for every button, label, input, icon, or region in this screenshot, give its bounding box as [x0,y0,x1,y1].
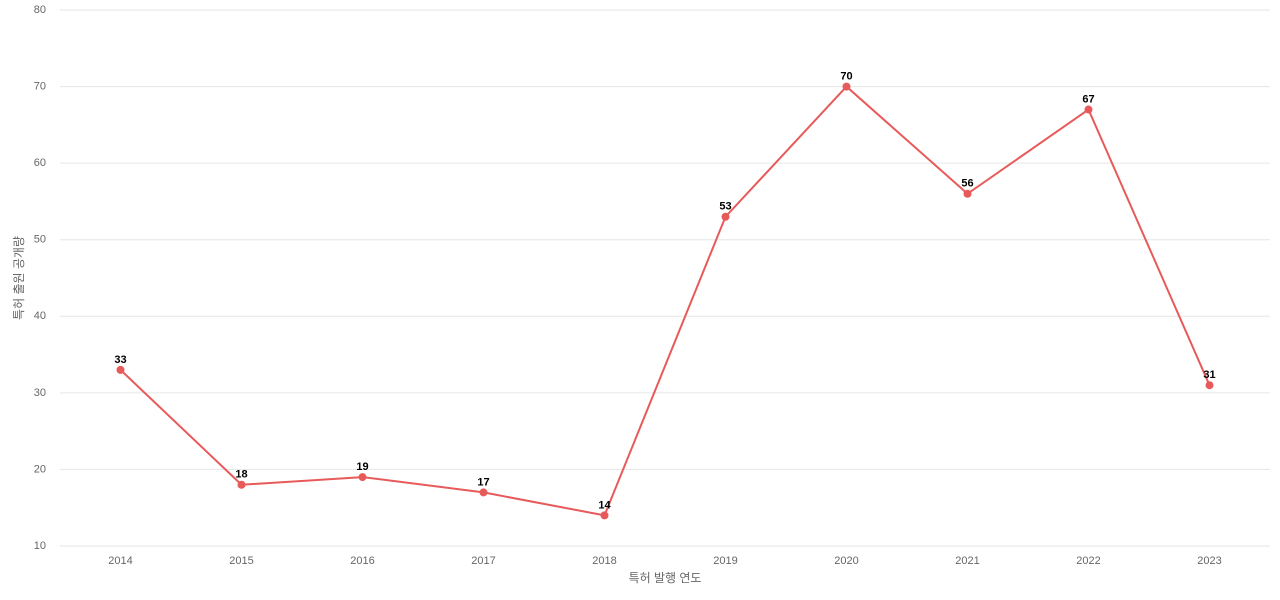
y-tick-label: 50 [34,234,46,246]
data-label: 33 [114,354,126,366]
data-label: 14 [598,499,611,511]
x-axis-label: 특허 발행 연도 [629,570,702,585]
x-tick-label: 2018 [592,555,616,567]
point [842,82,851,91]
y-tick-label: 40 [34,310,46,322]
data-label: 56 [961,178,973,190]
line [119,85,1211,517]
point [1084,105,1093,114]
y-tick-label: 60 [34,157,46,169]
point [1205,381,1214,390]
y-tick-label: 30 [34,387,46,399]
x-tick-label: 2021 [955,555,979,567]
point [116,365,125,374]
y-tick-label: 70 [34,80,46,92]
point [963,189,972,198]
x-tick-label: 2023 [1197,555,1221,567]
point [600,511,609,520]
x-tick-label: 2019 [713,555,737,567]
data-label: 53 [719,201,731,213]
x-tick-label: 2016 [350,555,374,567]
point [237,480,246,489]
data-label: 19 [356,461,368,473]
y-tick-label: 10 [34,540,46,552]
data-label: 18 [235,469,247,481]
point [479,488,488,497]
y-axis-label: 특허 출원 공개량 [12,236,26,320]
x-tick-label: 2020 [834,555,858,567]
data-label: 67 [1082,93,1094,105]
data-label: 17 [477,476,489,488]
data-label: 31 [1203,369,1215,381]
y-tick-label: 20 [34,463,46,475]
y-tick-label: 80 [34,4,46,16]
data-label: 70 [840,70,852,82]
point [721,212,730,221]
x-tick-label: 2015 [229,555,253,567]
x-tick-label: 2022 [1076,555,1100,567]
x-tick-label: 2017 [471,555,495,567]
point [358,473,367,482]
x-tick-label: 2014 [108,555,132,567]
